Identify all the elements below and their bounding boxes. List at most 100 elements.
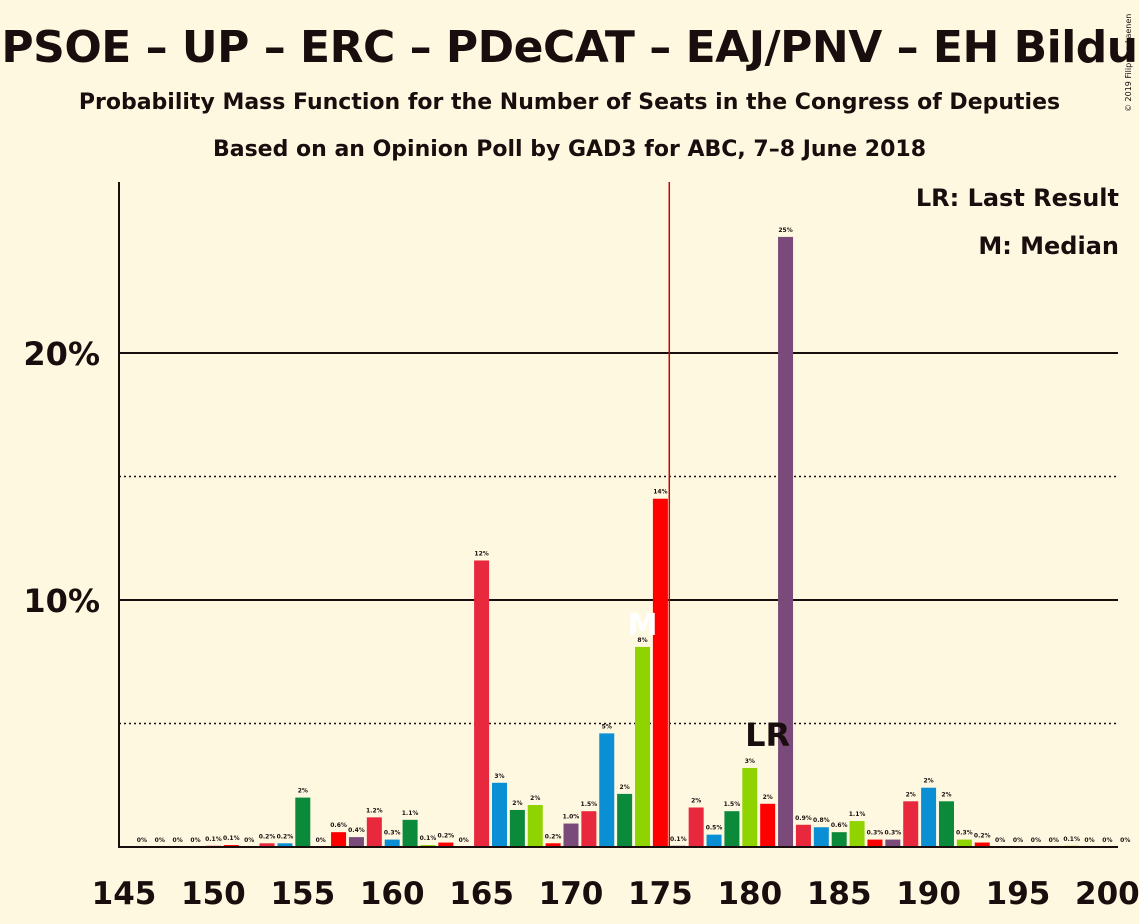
bar-label: 1.5%	[724, 801, 741, 808]
bar-label: 0%	[244, 837, 254, 844]
bar	[795, 824, 811, 847]
bar	[581, 811, 597, 847]
bar-label: 0.3%	[867, 830, 884, 837]
bar	[348, 837, 364, 847]
bar-label: 2%	[512, 800, 522, 807]
bar	[295, 797, 311, 847]
bar-label: 0.5%	[706, 825, 723, 832]
bar	[635, 646, 651, 847]
chart-source: Based on an Opinion Poll by GAD3 for ABC…	[212, 137, 927, 162]
bar-label: 3%	[494, 773, 504, 780]
bar-label: 0.8%	[813, 817, 830, 824]
x-tick-label: 195	[986, 876, 1051, 912]
bar-label: 5%	[602, 723, 612, 730]
bar	[277, 843, 293, 847]
bar	[259, 843, 275, 847]
bar-label: 0.3%	[885, 830, 902, 837]
bar	[491, 782, 507, 847]
chart-title: PSOE – UP – ERC – PDeCAT – EAJ/PNV – EH …	[1, 22, 1138, 73]
bar-label: 2%	[298, 788, 308, 795]
bar-label: 0.3%	[956, 830, 973, 837]
x-tick-label: 170	[539, 876, 604, 912]
bar-label: 0.4%	[348, 827, 365, 834]
bar-label: 0%	[1031, 837, 1041, 844]
bar-label: 0.2%	[974, 833, 991, 840]
bar-label: 25%	[778, 227, 792, 234]
bar-label: 2%	[530, 795, 540, 802]
bar-label: 2%	[763, 794, 773, 801]
x-tick-label: 185	[807, 876, 872, 912]
bar	[706, 834, 722, 847]
bar	[921, 787, 937, 847]
bar-label: 0%	[1013, 837, 1023, 844]
bar	[885, 839, 901, 847]
x-tick-label: 180	[717, 876, 782, 912]
bar-label: 0%	[137, 837, 147, 844]
bar	[956, 839, 972, 847]
bar-label: 2%	[941, 791, 951, 798]
bar	[652, 498, 668, 847]
bar-label: 0.9%	[795, 815, 812, 822]
bar-label: 3%	[745, 758, 755, 765]
bar-label: 0.1%	[205, 836, 222, 843]
bar	[366, 817, 382, 847]
bar-label: 0%	[995, 837, 1005, 844]
bar-label: 0.1%	[1063, 836, 1080, 843]
bar-label: 0.3%	[384, 830, 401, 837]
x-tick-label: 190	[896, 876, 961, 912]
bar-label: 0.6%	[330, 822, 347, 829]
y-tick-label: 10%	[23, 582, 100, 620]
bar	[724, 811, 740, 847]
legend-median: M: Median	[978, 232, 1119, 260]
bar-label: 0.1%	[420, 835, 437, 842]
bar-label: 0%	[459, 837, 469, 844]
bar-label: 2%	[924, 778, 934, 785]
bar-label: 1.1%	[849, 811, 866, 818]
bar	[402, 819, 418, 847]
bar-label: 0%	[1102, 837, 1112, 844]
bar	[438, 842, 454, 847]
bar-label: 8%	[637, 637, 647, 644]
bar-label: 0.1%	[670, 836, 687, 843]
bar-label: 0.2%	[259, 833, 276, 840]
chart-subtitle: Probability Mass Function for the Number…	[78, 90, 1061, 115]
bar-label: 0.1%	[223, 835, 240, 842]
bar	[563, 823, 579, 847]
x-tick-label: 155	[270, 876, 335, 912]
bar	[617, 793, 633, 847]
bar-label: 0.2%	[277, 833, 294, 840]
bar	[384, 839, 400, 847]
bar	[938, 801, 954, 847]
bar	[867, 839, 883, 847]
bar	[688, 807, 704, 847]
bar	[742, 767, 758, 847]
bar	[527, 805, 543, 847]
bar-label: 0%	[1120, 837, 1130, 844]
bar-label: 0%	[155, 837, 165, 844]
legend-last-result: LR: Last Result	[915, 184, 1119, 212]
median-marker: M	[628, 608, 658, 643]
bar	[599, 733, 615, 847]
bar-label: 0.2%	[438, 833, 455, 840]
bar	[331, 832, 347, 847]
bar-label: 0.6%	[831, 822, 848, 829]
bar	[509, 809, 525, 847]
bar	[831, 832, 847, 847]
bar	[903, 801, 919, 847]
bar	[760, 803, 776, 847]
bar-label: 0%	[1084, 837, 1094, 844]
y-tick-label: 20%	[23, 335, 100, 373]
bar	[545, 843, 561, 847]
bar-label: 0%	[316, 837, 326, 844]
x-tick-label: 150	[181, 876, 246, 912]
bar	[849, 821, 865, 847]
bar-label: 1.1%	[402, 810, 419, 817]
bar-label: 1.5%	[581, 801, 598, 808]
bar-label: 1.2%	[366, 807, 383, 814]
bar	[974, 842, 990, 847]
bar-label: 2%	[620, 784, 630, 791]
x-tick-label: 200	[1075, 876, 1139, 912]
last-result-marker: LR	[745, 716, 790, 754]
bar-label: 0%	[190, 837, 200, 844]
